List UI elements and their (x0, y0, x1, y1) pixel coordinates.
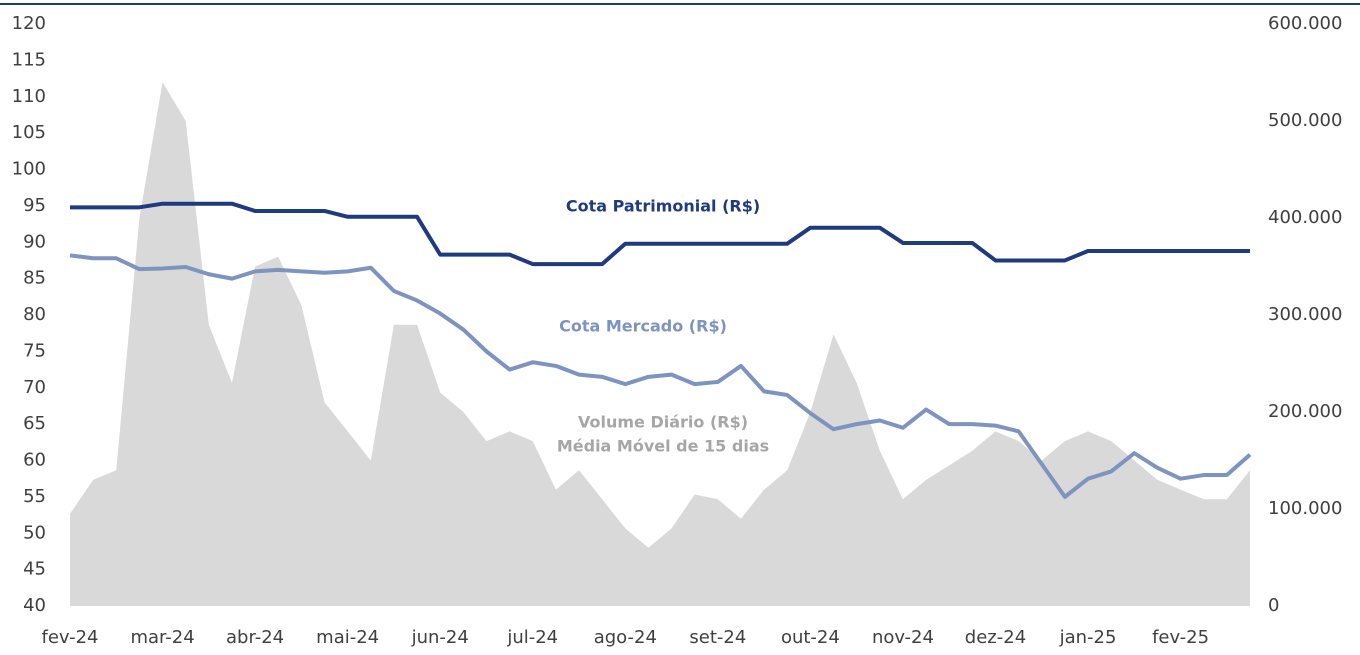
y-tick-label: 105 (12, 122, 46, 143)
y-tick-label: 100 (12, 159, 46, 180)
y2-tick-label: 300.000 (1268, 304, 1342, 325)
x-tick-label: fev-25 (1152, 627, 1209, 648)
x-tick-label: ago-24 (594, 627, 657, 648)
x-tick-label: fev-24 (42, 627, 99, 648)
series-label: Volume Diário (R$) (578, 413, 748, 432)
y-tick-label: 40 (23, 595, 46, 616)
series-label: Cota Mercado (R$) (559, 317, 727, 336)
y-tick-label: 90 (23, 231, 46, 252)
y2-tick-label: 500.000 (1268, 110, 1342, 131)
x-tick-label: set-24 (689, 627, 746, 648)
y-tick-label: 75 (23, 340, 46, 361)
y-tick-label: 60 (23, 450, 46, 471)
x-tick-label: jul-24 (506, 627, 558, 648)
x-tick-label: nov-24 (872, 627, 934, 648)
y-tick-label: 45 (23, 559, 46, 580)
x-tick-label: dez-24 (965, 627, 1026, 648)
volume-area (70, 82, 1250, 606)
y-tick-label: 115 (12, 49, 46, 70)
y2-tick-label: 100.000 (1268, 498, 1342, 519)
x-tick-label: jan-25 (1059, 627, 1117, 648)
y-tick-label: 70 (23, 377, 46, 398)
y-tick-label: 80 (23, 304, 46, 325)
y2-tick-label: 400.000 (1268, 207, 1342, 228)
x-tick-label: out-24 (781, 627, 840, 648)
y2-tick-label: 600.000 (1268, 13, 1342, 34)
y-tick-label: 50 (23, 522, 46, 543)
y-tick-label: 65 (23, 413, 46, 434)
y-tick-label: 95 (23, 195, 46, 216)
y-tick-label: 55 (23, 486, 46, 507)
annotation: Média Móvel de 15 dias (557, 437, 769, 456)
x-tick-label: mar-24 (130, 627, 194, 648)
y2-tick-label: 200.000 (1268, 401, 1342, 422)
y-tick-label: 120 (12, 13, 46, 34)
y-tick-label: 110 (12, 86, 46, 107)
series-line (69, 253, 1252, 499)
x-tick-label: jun-24 (411, 627, 469, 648)
x-tick-label: mai-24 (316, 627, 379, 648)
x-tick-label: abr-24 (226, 627, 284, 648)
series-label: Cota Patrimonial (R$) (566, 197, 760, 216)
y2-tick-label: 0 (1268, 595, 1279, 616)
series-line (70, 201, 1250, 267)
y-tick-label: 85 (23, 268, 46, 289)
